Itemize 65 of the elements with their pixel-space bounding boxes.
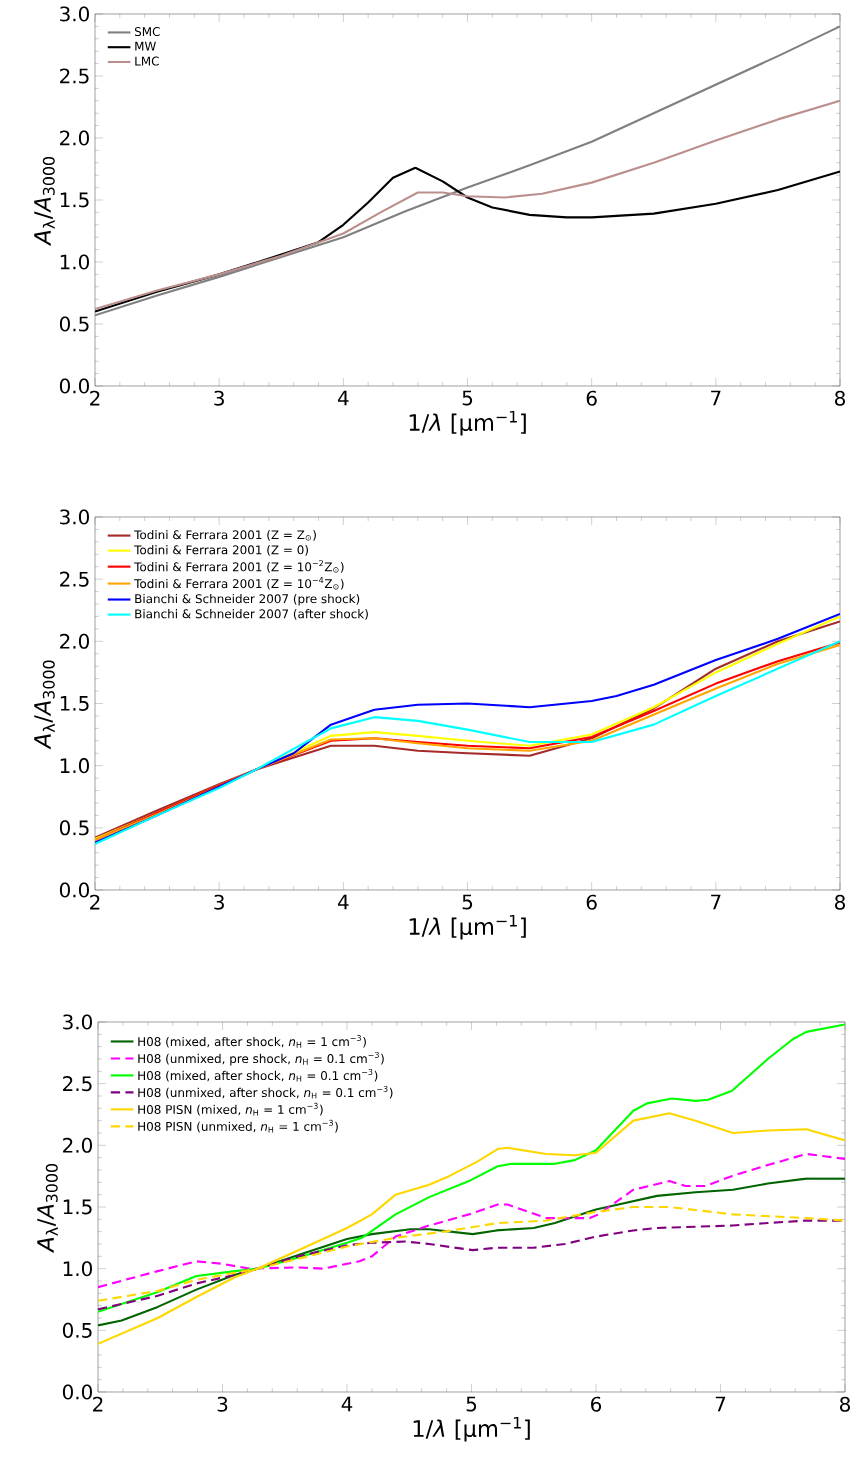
x-tick-label: 6 bbox=[586, 894, 597, 910]
y-tick-label: 1.5 bbox=[60, 696, 89, 711]
y-tick-label: 1.0 bbox=[63, 1261, 92, 1277]
y-tick-label: 1.5 bbox=[63, 1199, 92, 1215]
x-tick-label: 5 bbox=[466, 1396, 477, 1412]
x-tick-label: 6 bbox=[591, 1396, 602, 1412]
legend-label: SMC bbox=[134, 27, 160, 37]
legend-label: H08 (unmixed, after shock, n$_{H}$ = 0.1 cm$^{−3}$) bbox=[138, 1085, 393, 1099]
y-tick-label: 3.0 bbox=[60, 509, 89, 525]
y-tick-label: 2.5 bbox=[63, 1076, 92, 1092]
x-tick-label: 5 bbox=[462, 894, 473, 910]
legend-label: Todini & Ferrara 2001 (Z = 10$^{−4}$Z$_{⊙}$) bbox=[134, 577, 344, 590]
y-tick-label: 0.5 bbox=[59, 820, 89, 836]
legend-label: Bianchi & Schneider 2007 (pre shock) bbox=[135, 593, 360, 606]
y-tick-label: 2.5 bbox=[60, 571, 89, 587]
x-tick-label: 8 bbox=[835, 390, 845, 406]
x-tick-label: 4 bbox=[337, 390, 349, 406]
line-series bbox=[98, 1152, 845, 1289]
y-tick-label: 2.5 bbox=[60, 68, 89, 84]
y-tick-label: 3.0 bbox=[63, 1014, 92, 1030]
x-axis-title: 1/λ [μm$^{−1}$] bbox=[409, 410, 526, 436]
x-tick-label: 7 bbox=[715, 1396, 726, 1412]
line-series bbox=[95, 166, 841, 313]
x-tick-label: 2 bbox=[90, 390, 100, 406]
legend-label: Todini & Ferrara 2001 (Z = 10$^{−2}$Z$_{⊙}$) bbox=[134, 560, 344, 573]
legend-label: H08 (mixed, after shock, n$_{H}$ = 0.1 cm$^{−3}$) bbox=[138, 1068, 378, 1082]
legend-label: Todini & Ferrara 2001 (Z = 0) bbox=[134, 545, 308, 556]
y-tick-label: 0.0 bbox=[59, 378, 89, 394]
y-tick-label: 0.0 bbox=[62, 1384, 92, 1400]
line-series bbox=[95, 99, 841, 311]
legend-label: H08 PISN (unmixed, n$_{H}$ = 1 cm$^{−3}$) bbox=[138, 1119, 338, 1133]
y-tick-label: 2.0 bbox=[60, 633, 89, 649]
legend-label: Bianchi & Schneider 2007 (after shock) bbox=[135, 609, 368, 620]
x-tick-label: 3 bbox=[214, 894, 224, 910]
x-axis-title: 1/λ [μm$^{−1}$] bbox=[413, 1416, 530, 1442]
y-tick-label: 0.0 bbox=[59, 882, 89, 898]
y-tick-label: 1.5 bbox=[60, 192, 89, 208]
x-tick-label: 8 bbox=[835, 894, 845, 910]
x-tick-label: 2 bbox=[90, 894, 100, 910]
y-tick-label: 1.0 bbox=[60, 254, 89, 270]
y-tick-label: 2.0 bbox=[60, 130, 89, 146]
y-tick-label: 0.5 bbox=[62, 1322, 92, 1338]
x-axis-title: 1/λ [μm$^{−1}$] bbox=[409, 914, 526, 940]
x-tick-label: 4 bbox=[337, 894, 349, 910]
y-tick-label: 3.0 bbox=[60, 6, 89, 22]
x-tick-label: 4 bbox=[341, 1396, 353, 1412]
legend-label: H08 (mixed, after shock, n$_{H}$ = 1 cm$^{−3}$) bbox=[138, 1034, 366, 1048]
x-tick-label: 7 bbox=[711, 894, 721, 910]
legend-label: Todini & Ferrara 2001 (Z = Z$_{⊙}$) bbox=[134, 530, 316, 541]
x-tick-label: 2 bbox=[93, 1396, 103, 1412]
x-tick-label: 6 bbox=[586, 390, 597, 406]
x-tick-label: 5 bbox=[462, 390, 473, 406]
legend-label: H08 PISN (mixed, n$_{H}$ = 1 cm$^{−3}$) bbox=[138, 1102, 323, 1116]
y-tick-label: 0.5 bbox=[59, 316, 89, 332]
y-tick-label: 1.0 bbox=[60, 758, 89, 774]
x-tick-label: 7 bbox=[711, 390, 721, 406]
legend-label: LMC bbox=[135, 56, 159, 66]
x-tick-label: 3 bbox=[217, 1396, 228, 1412]
x-tick-label: 8 bbox=[840, 1396, 850, 1412]
y-tick-label: 2.0 bbox=[63, 1137, 92, 1153]
line-series bbox=[98, 1177, 845, 1327]
legend-label: MW bbox=[135, 41, 156, 51]
line-series bbox=[98, 1023, 845, 1313]
legend-label: H08 (unmixed, pre shock, n$_{H}$ = 0.1 cm$^{−3}$) bbox=[138, 1051, 384, 1066]
x-tick-label: 3 bbox=[214, 390, 224, 406]
